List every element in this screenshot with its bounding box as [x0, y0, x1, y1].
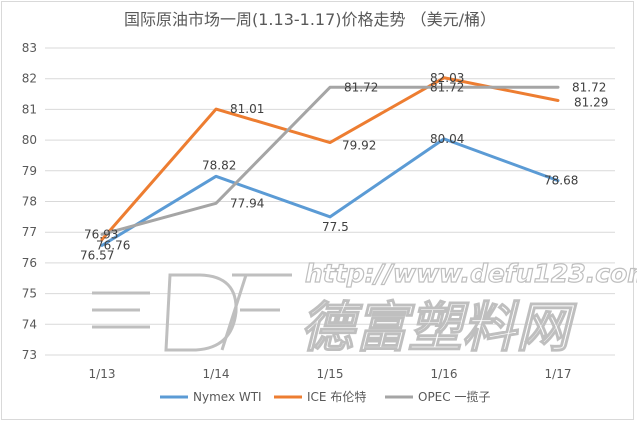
legend: Nymex WTI ICE 布伦特 OPEC 一揽子	[160, 389, 490, 404]
legend-label: OPEC 一揽子	[418, 390, 490, 404]
data-labels: 76.57 78.82 77.5 80.04 78.68 76.76 81.01 79.92 8…	[80, 71, 608, 263]
x-tick-label: 1/13	[89, 367, 116, 381]
data-label: 77.5	[322, 220, 349, 234]
data-label: 76.93	[84, 227, 118, 241]
data-label: 81.01	[230, 102, 264, 116]
y-tick-label: 75	[22, 287, 37, 301]
y-tick-label: 77	[22, 225, 37, 239]
watermark-emblem	[92, 273, 292, 352]
watermark-brand: 德富塑料网	[300, 296, 578, 359]
data-label: 76.76	[96, 239, 130, 253]
y-tick-label: 83	[22, 41, 37, 55]
series-lines	[100, 76, 560, 247]
x-tick-label: 1/17	[545, 367, 572, 381]
legend-label: ICE 布伦特	[307, 389, 366, 404]
y-tick-label: 76	[22, 256, 37, 270]
y-tick-label: 74	[22, 317, 37, 331]
watermark-url: http://www.defu123.com	[305, 259, 637, 288]
data-label: 81.72	[344, 80, 378, 94]
data-label: 78.68	[544, 174, 578, 188]
y-tick-label: 81	[22, 102, 37, 116]
data-label: 80.04	[430, 132, 464, 146]
data-label: 81.72	[430, 80, 464, 94]
y-tick-label: 73	[22, 348, 37, 362]
y-tick-label: 82	[22, 72, 37, 86]
y-axis: 73 74 75 76 77 78 79 80 81 82 83	[22, 41, 37, 362]
series-line	[100, 85, 560, 236]
data-label: 81.72	[572, 80, 606, 94]
y-tick-label: 79	[22, 164, 37, 178]
data-label: 79.92	[342, 139, 376, 153]
data-label: 81.29	[574, 95, 608, 109]
data-label: 82.03	[430, 71, 464, 85]
gridlines	[45, 47, 615, 356]
data-label: 78.82	[202, 158, 236, 172]
data-label: 77.94	[230, 196, 264, 210]
data-label: 76.57	[80, 248, 114, 262]
watermark-logo: http://www.defu123.com 德富塑料网	[92, 258, 637, 360]
x-tick-label: 1/14	[203, 367, 230, 381]
legend-label: Nymex WTI	[193, 390, 262, 404]
y-tick-label: 78	[22, 195, 37, 209]
series-line	[100, 76, 560, 242]
y-tick-label: 80	[22, 133, 37, 147]
x-axis: 1/13 1/14 1/15 1/16 1/17	[89, 367, 572, 381]
series-line	[100, 137, 560, 247]
x-tick-label: 1/15	[317, 367, 344, 381]
x-tick-label: 1/16	[431, 367, 458, 381]
chart-title: 国际原油市场一周(1.13-1.17)价格走势 （美元/桶）	[124, 10, 496, 29]
